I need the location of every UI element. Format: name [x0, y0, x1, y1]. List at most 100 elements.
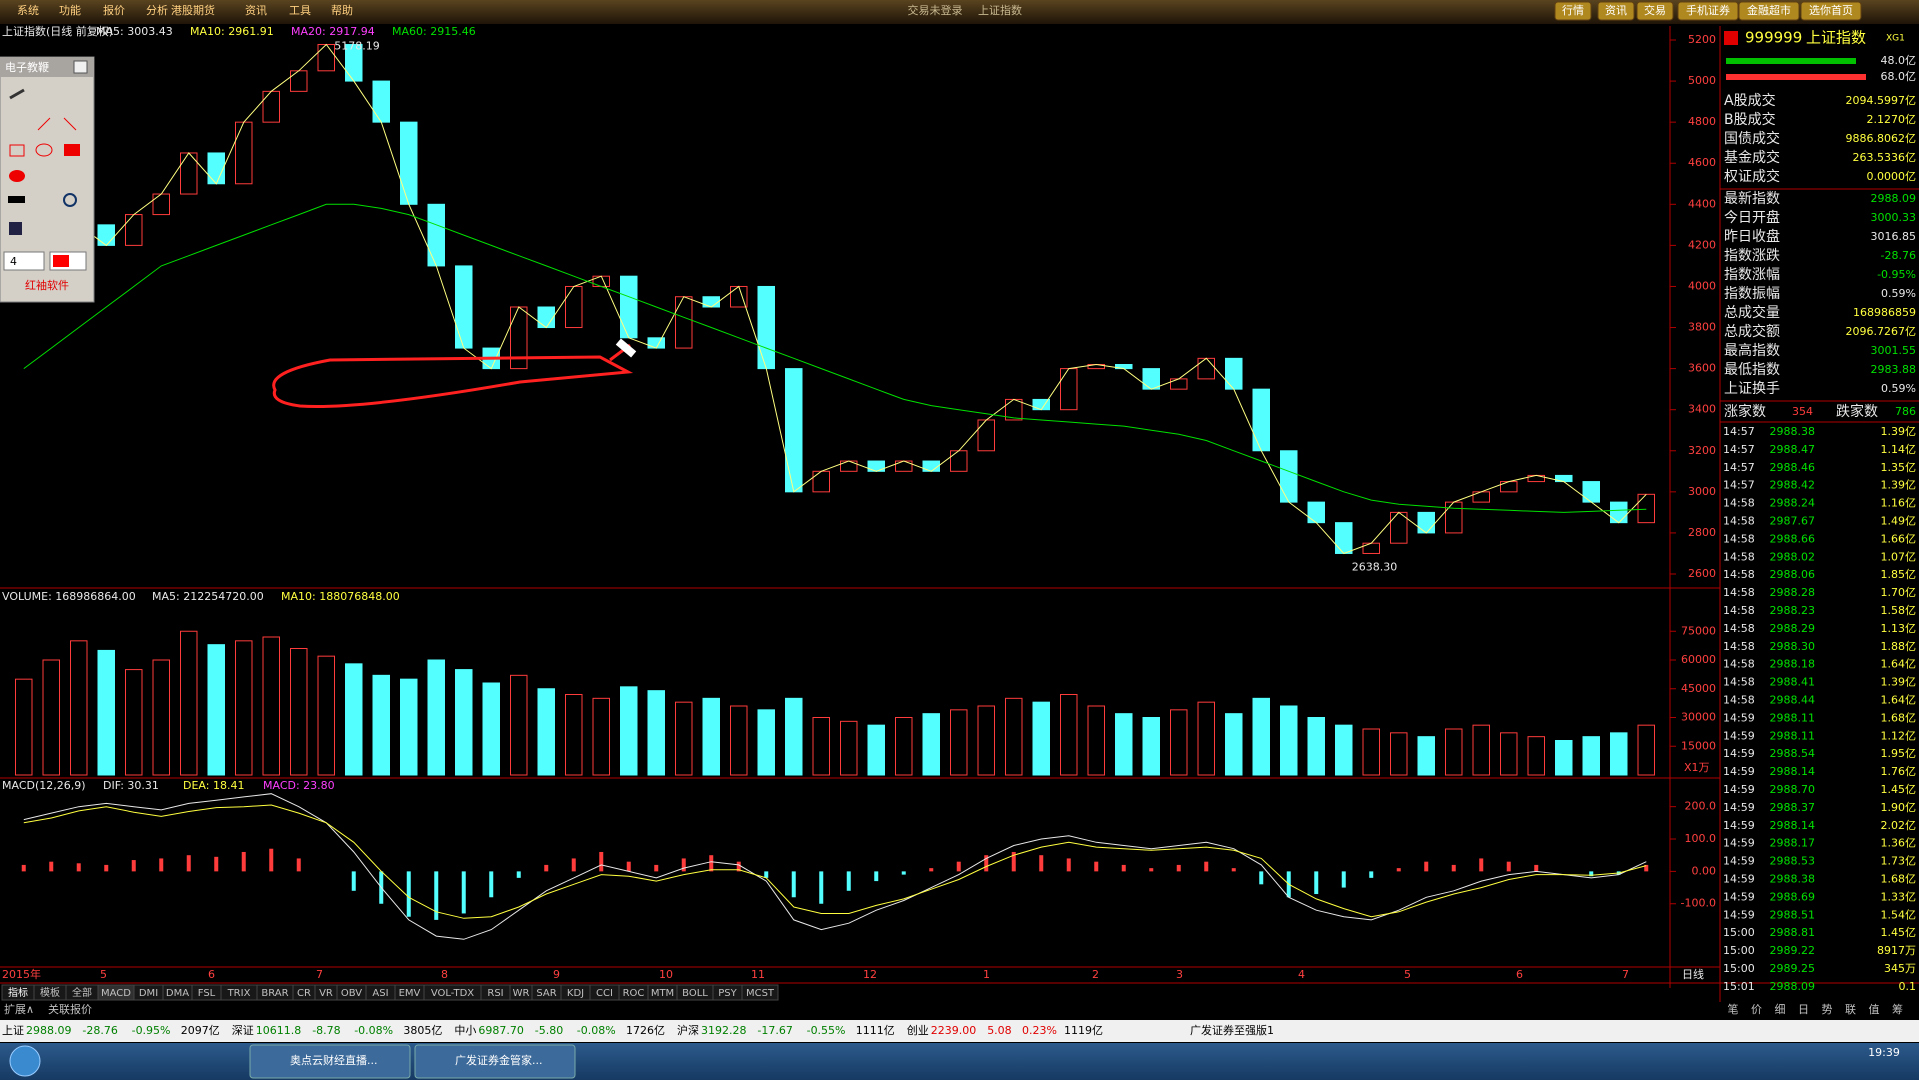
tick-time: 14:58	[1723, 568, 1755, 581]
toolbox-brand[interactable]: 红袖软件	[25, 278, 69, 292]
tick-time: 14:58	[1723, 640, 1755, 653]
menu-button[interactable]	[1677, 1, 1739, 21]
quote-tab[interactable]: 联	[1845, 1003, 1856, 1016]
y-tick-label: 5200	[1688, 33, 1716, 46]
stat-value: -0.95%	[1877, 268, 1916, 281]
quote-tab[interactable]: 日	[1798, 1003, 1809, 1016]
quote-tab[interactable]: 价	[1751, 1003, 1762, 1016]
close-button[interactable]	[73, 60, 88, 74]
tick-volume: 1.76亿	[1881, 765, 1917, 778]
menu-item[interactable]: 港股期货	[171, 3, 215, 17]
tool-bar[interactable]	[8, 196, 25, 203]
quote-tab[interactable]: 值	[1869, 1003, 1880, 1016]
toolbox-titlebar	[0, 57, 94, 77]
y-tick-label: 100.0	[1685, 832, 1717, 845]
y-tick-label: 60000	[1681, 653, 1716, 666]
menu-button[interactable]	[1636, 1, 1674, 21]
tick-price: 2988.53	[1770, 855, 1816, 868]
date-label: 3	[1176, 968, 1183, 981]
menu-item[interactable]: 功能	[59, 3, 81, 17]
volume-bar	[840, 720, 858, 776]
tick-volume: 1.35亿	[1881, 461, 1917, 474]
tool-zoom[interactable]	[63, 193, 77, 207]
menu-item[interactable]: 分析	[146, 3, 168, 17]
candle	[97, 224, 115, 246]
tool-arrow[interactable]	[63, 117, 77, 131]
tick-time: 14:59	[1723, 890, 1755, 903]
stat-label: 总成交额	[1724, 323, 1780, 340]
tab-label: 指标	[8, 986, 28, 999]
quote-tab[interactable]: 笔	[1728, 1002, 1739, 1016]
candle	[1225, 357, 1243, 390]
tick-time: 14:59	[1723, 711, 1755, 724]
menu-button[interactable]	[1597, 1, 1635, 21]
volume-bar	[510, 674, 528, 776]
volume-unit: X1万	[1684, 761, 1710, 774]
tab-label: TRIX	[227, 988, 251, 999]
volume-bar	[1060, 694, 1078, 776]
tick-volume: 1.90亿	[1881, 801, 1917, 814]
menu-button-label: 选你首页	[1809, 3, 1853, 17]
quote-tab[interactable]: 势	[1822, 1003, 1833, 1016]
status-item: -0.55%	[807, 1024, 846, 1037]
volume-header: MA5: 212254720.00	[152, 590, 264, 603]
quote-suffix: XG1	[1886, 34, 1905, 44]
tick-time: 14:57	[1723, 479, 1755, 492]
bar-label: 68.0亿	[1881, 70, 1917, 83]
candle	[152, 193, 170, 216]
menu-item[interactable]: 资讯	[245, 4, 267, 17]
task-button[interactable]	[414, 1044, 576, 1079]
start-button[interactable]	[9, 1045, 41, 1077]
volume-bar	[950, 709, 968, 776]
stat-label: B股成交	[1724, 111, 1776, 128]
menu-item[interactable]: 帮助	[331, 3, 353, 17]
tick-time: 14:59	[1723, 729, 1755, 742]
tick-time: 14:58	[1723, 694, 1755, 707]
tick-time: 14:59	[1723, 837, 1755, 850]
tool-pen[interactable]	[9, 88, 25, 100]
stat-value: -28.76	[1881, 249, 1916, 262]
candle	[702, 296, 720, 308]
date-label: 1	[983, 968, 990, 981]
menu-button[interactable]	[1554, 1, 1592, 21]
tool-rect[interactable]	[9, 144, 25, 157]
stat-value: 2983.88	[1871, 363, 1917, 376]
tool-save[interactable]	[9, 222, 22, 235]
candle	[565, 285, 583, 329]
color-swatch	[53, 255, 69, 267]
tool-fill-ellipse[interactable]	[9, 170, 25, 182]
volume-bar	[565, 694, 583, 776]
low-annotation: 2638.30	[1352, 560, 1398, 573]
tick-volume: 1.70亿	[1881, 586, 1917, 599]
volume-bar	[15, 678, 33, 776]
volume-bar	[1197, 701, 1215, 776]
tool-fill-rect[interactable]	[64, 144, 80, 156]
toolbox-title: 电子教鞭	[5, 60, 49, 74]
quote-tab[interactable]: 细	[1775, 1003, 1786, 1016]
tab-label: VR	[319, 988, 333, 999]
size-select[interactable]	[3, 251, 45, 271]
tool-line[interactable]	[37, 117, 51, 131]
menu-item[interactable]: 系统	[17, 4, 39, 17]
tick-volume: 1.39亿	[1881, 479, 1917, 492]
menu-button[interactable]	[1738, 1, 1800, 21]
tab-label: 全部	[72, 986, 92, 999]
menu-item[interactable]: 报价	[103, 3, 125, 17]
window-title: 上证指数	[978, 3, 1022, 17]
menu-button-label: 交易	[1644, 3, 1666, 17]
tab[interactable]	[741, 984, 779, 1001]
status-item: 2988.09	[26, 1024, 72, 1037]
quote-tab[interactable]: 筹	[1892, 1002, 1903, 1016]
tab-label: FSL	[198, 988, 216, 999]
volume-bar	[1307, 717, 1325, 776]
tab-label: ROC	[623, 988, 645, 999]
stat-label: 今日开盘	[1724, 209, 1780, 226]
y-tick-label: 3400	[1688, 403, 1716, 416]
menu-button[interactable]	[1800, 1, 1862, 21]
tool-ellipse[interactable]	[35, 143, 53, 157]
menu-item[interactable]: 工具	[289, 4, 311, 17]
macd-header: MACD: 23.80	[263, 779, 335, 792]
breadth-value: 786	[1895, 405, 1916, 418]
task-button[interactable]	[249, 1044, 411, 1079]
status-item: 中小	[454, 1024, 476, 1037]
